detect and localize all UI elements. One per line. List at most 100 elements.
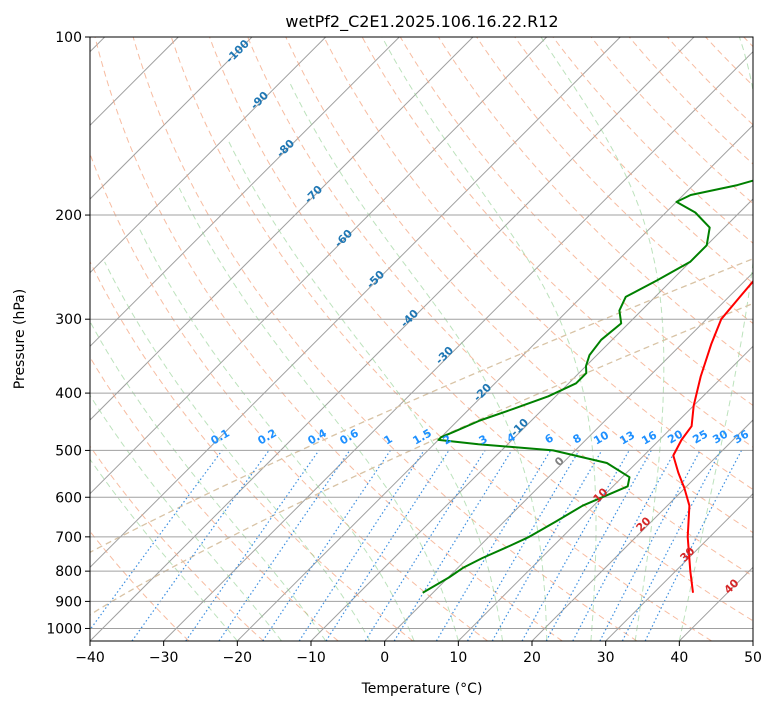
x-tick-label: 10 bbox=[449, 650, 467, 666]
moist-adiabat-line bbox=[678, 37, 753, 641]
moist-adiabat-line bbox=[90, 394, 282, 641]
isotherm-line bbox=[90, 37, 253, 200]
mixing-ratio-line bbox=[644, 450, 743, 641]
x-tick-label: 50 bbox=[744, 650, 762, 666]
mixing-ratio-line bbox=[599, 450, 701, 641]
isotherm-label: -70 bbox=[302, 183, 325, 206]
mixing-ratio-label: 0.1 bbox=[209, 426, 232, 447]
chart-title: wetPf2_C2E1.2025.106.16.22.R12 bbox=[285, 12, 558, 32]
dry-adiabat-line bbox=[399, 37, 753, 407]
dewpoint-line bbox=[422, 179, 753, 594]
mixing-ratio-line bbox=[364, 450, 486, 641]
moist-adiabat-line bbox=[90, 320, 327, 641]
isotherm-label: -30 bbox=[433, 344, 456, 367]
mixing-ratio-line bbox=[545, 450, 652, 641]
plot-frame bbox=[89, 36, 754, 642]
x-tick-label: 0 bbox=[380, 650, 389, 666]
mixing-ratio-line bbox=[185, 450, 320, 641]
moist-adiabat-line bbox=[381, 37, 597, 641]
mixing-ratio-line bbox=[131, 450, 270, 641]
isotherm-line bbox=[752, 640, 753, 641]
isotherm-label: -20 bbox=[471, 381, 494, 404]
dry-adiabat-line bbox=[361, 37, 753, 448]
pressure-gridlines bbox=[90, 37, 753, 629]
isotherm-line bbox=[90, 37, 474, 421]
wet-bulb-line bbox=[90, 302, 753, 616]
isotherm-label: -80 bbox=[274, 137, 297, 160]
mixing-ratio-line bbox=[521, 450, 630, 641]
dry-adiabat-line bbox=[90, 260, 414, 641]
isotherm-label: -50 bbox=[364, 268, 387, 291]
dry-adiabat-line bbox=[476, 37, 753, 325]
mixing-ratio-line bbox=[466, 450, 580, 641]
y-tick-label: 900 bbox=[55, 594, 82, 610]
y-tick-label: 600 bbox=[55, 490, 82, 506]
dry-adiabat-label: 40 bbox=[722, 576, 742, 596]
isotherm-line bbox=[236, 124, 753, 641]
mixing-ratio-line bbox=[621, 450, 722, 641]
mixing-ratio-line bbox=[90, 450, 223, 631]
dry-adiabat-line bbox=[170, 37, 712, 641]
isotherm-line bbox=[531, 419, 753, 641]
mixing-ratio-label: 0.6 bbox=[338, 426, 362, 447]
mixing-ratio-line bbox=[298, 450, 425, 641]
x-tick-label: 30 bbox=[597, 650, 615, 666]
y-tick-label: 700 bbox=[55, 530, 82, 546]
mixing-ratio-line bbox=[218, 450, 351, 641]
x-tick-label: 20 bbox=[523, 650, 541, 666]
moist-adiabat-line bbox=[289, 83, 548, 641]
isotherm-line bbox=[90, 37, 400, 348]
y-tick-label: 300 bbox=[55, 312, 82, 328]
mixing-ratio-label: 20 bbox=[665, 427, 685, 446]
x-axis-label: Temperature (°C) bbox=[361, 681, 483, 697]
y-tick-label: 500 bbox=[55, 443, 82, 459]
dry-adiabat-line bbox=[628, 37, 753, 165]
isotherm-line bbox=[310, 198, 753, 641]
moist-adiabat-line bbox=[178, 187, 459, 641]
mixing-ratio-line bbox=[262, 450, 391, 641]
isotherm-line bbox=[605, 492, 753, 641]
moist-adiabat-line bbox=[138, 227, 415, 641]
x-tick-label: 40 bbox=[670, 650, 688, 666]
dry-adiabat-line bbox=[743, 37, 753, 48]
isotherm-line bbox=[384, 271, 753, 641]
mixing-ratio-label: 13 bbox=[617, 429, 637, 448]
isotherm-line bbox=[163, 50, 753, 641]
line-labels: -100-90-80-70-60-50-40-30-20-100.1 0.2 0.4… bbox=[209, 37, 752, 597]
dry-adiabat-line bbox=[552, 37, 753, 244]
dry-adiabat-line bbox=[132, 37, 638, 641]
y-tick-label: 1000 bbox=[46, 621, 82, 637]
dry-adiabat-line bbox=[285, 37, 753, 534]
temperature-line bbox=[672, 279, 753, 593]
mixing-ratio-label: 30 bbox=[710, 427, 730, 446]
isotherm-label: -40 bbox=[398, 307, 421, 330]
isotherm-label: -60 bbox=[332, 227, 355, 250]
dry-adiabat-line bbox=[247, 37, 753, 577]
isotherm-line bbox=[90, 37, 621, 569]
mixing-ratio-label: 1.5 bbox=[411, 426, 434, 447]
mixing-ratio-label: 16 bbox=[639, 428, 659, 447]
isotherm-line bbox=[90, 37, 695, 641]
dry-adiabat-line bbox=[514, 37, 753, 284]
dry-adiabat-line bbox=[90, 356, 339, 641]
dry-adiabat-label: 30 bbox=[678, 544, 698, 564]
series-layer bbox=[422, 179, 753, 594]
mixing-ratio-label: 0.2 bbox=[256, 426, 279, 447]
mixing-ratio-label: 25 bbox=[690, 428, 710, 447]
y-axis-label: Pressure (hPa) bbox=[12, 289, 28, 389]
y-tick-label: 200 bbox=[55, 208, 82, 224]
dry-adiabat-line bbox=[94, 37, 563, 641]
dry-adiabat-line bbox=[90, 445, 264, 641]
y-tick-label: 100 bbox=[55, 30, 82, 46]
isotherm-label: -90 bbox=[248, 89, 271, 112]
dry-adiabat-line bbox=[705, 37, 753, 87]
moist-adiabat-line bbox=[90, 458, 238, 641]
dry-adiabat-line bbox=[90, 152, 488, 641]
mixing-ratio-line bbox=[393, 450, 513, 641]
isotherm-line bbox=[90, 37, 548, 495]
x-axis: −40 −30 −20 −10 0 10 20 30 40 50 bbox=[75, 641, 762, 666]
wet-bulb-line bbox=[90, 258, 753, 554]
y-tick-label: 800 bbox=[55, 564, 82, 580]
x-tick-label: −10 bbox=[296, 650, 326, 666]
